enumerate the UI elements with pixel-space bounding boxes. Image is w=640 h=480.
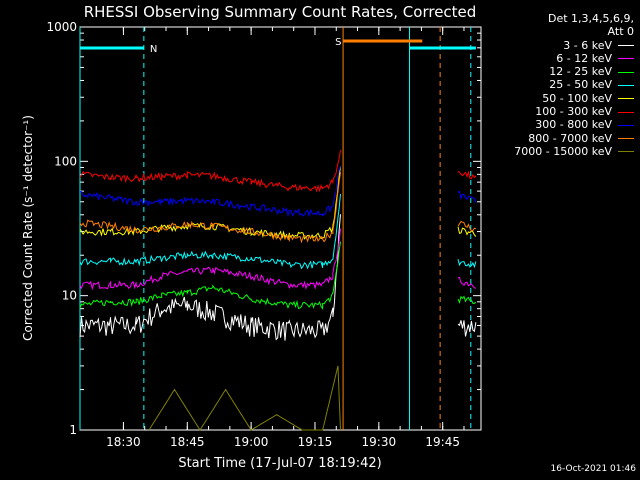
- plot-frame: [79, 26, 482, 431]
- legend-entry-swatch: [618, 151, 634, 153]
- legend-entry: 100 - 300 keV: [464, 105, 634, 118]
- x-tick-label: 18:45: [170, 435, 205, 449]
- legend-entry-swatch: [618, 124, 634, 126]
- legend-entry-swatch: [618, 138, 634, 140]
- legend-entry: 25 - 50 keV: [464, 78, 634, 91]
- x-tick-label: 19:15: [298, 435, 333, 449]
- y-tick-label: 1000: [46, 20, 77, 34]
- legend-rows: 3 - 6 keV 6 - 12 keV 12 - 25 keV 25 - 50 ke…: [464, 39, 634, 159]
- legend-entry: 300 - 800 keV: [464, 118, 634, 131]
- y-axis-label: Corrected Count Rate (s⁻¹ detector⁻¹): [21, 115, 35, 341]
- legend-entry: 7000 - 15000 keV: [464, 145, 634, 158]
- series-line: [79, 165, 341, 218]
- y-tick-label: 1: [69, 423, 77, 437]
- series-line: [79, 172, 341, 244]
- x-tick-label: 18:30: [106, 435, 141, 449]
- y-tick-label: 10: [62, 289, 77, 303]
- legend-entry-label: 25 - 50 keV: [549, 78, 612, 92]
- series-line: [457, 170, 477, 180]
- marker-label: S: [335, 37, 341, 48]
- legend-entry-swatch: [618, 98, 634, 100]
- legend-header-line-1: Det 1,3,4,5,6,9,: [547, 12, 634, 25]
- legend-entry-label: 50 - 100 keV: [542, 91, 612, 105]
- series-line: [457, 226, 477, 237]
- series-line: [79, 241, 341, 310]
- legend-entry-label: 6 - 12 keV: [556, 51, 612, 65]
- legend-entry-swatch: [618, 111, 634, 113]
- legend-entry: 50 - 100 keV: [464, 92, 634, 105]
- series-line: [457, 295, 477, 304]
- series-line: [79, 228, 341, 291]
- series-line: [457, 277, 477, 289]
- y-tick-label: 100: [54, 154, 77, 168]
- series-line: [79, 149, 341, 193]
- plot-area: 1 10 100 1000 18:30 18:45 19:00 19:15 19:30 19:45…: [46, 20, 482, 449]
- legend-header-line-2: Att 0: [607, 25, 634, 39]
- legend-entry-swatch: [618, 45, 634, 47]
- legend-entry: 800 - 7000 keV: [464, 132, 634, 145]
- legend-entry-swatch: [618, 84, 634, 86]
- legend-entry-label: 12 - 25 keV: [549, 65, 612, 79]
- legend-entry-label: 100 - 300 keV: [535, 105, 612, 119]
- legend-entry-swatch: [618, 58, 634, 60]
- legend-entry-label: 800 - 7000 keV: [528, 131, 612, 145]
- legend-entry-swatch: [618, 71, 634, 73]
- legend-entry: 12 - 25 keV: [464, 65, 634, 78]
- chart-title: RHESSI Observing Summary Count Rates, Co…: [84, 3, 477, 21]
- legend-entry: 3 - 6 keV: [464, 39, 634, 52]
- legend-entry: 6 - 12 keV: [464, 52, 634, 65]
- series-line: [457, 259, 477, 269]
- legend-entry-label: 3 - 6 keV: [563, 38, 612, 52]
- legend: Det 1,3,4,5,6,9, Att 0 3 - 6 keV 6 - 12 k…: [464, 12, 634, 158]
- x-tick-label: 19:45: [425, 435, 460, 449]
- footer-timestamp: 16-Oct-2021 01:46: [550, 464, 636, 474]
- x-axis-label: Start Time (17-Jul-07 18:19:42): [178, 456, 381, 471]
- series-line: [79, 214, 341, 341]
- series-line: [79, 166, 341, 241]
- legend-entry-label: 300 - 800 keV: [535, 118, 612, 132]
- legend-entry-label: 7000 - 15000 keV: [514, 144, 612, 158]
- series-line: [148, 365, 341, 431]
- x-tick-label: 19:00: [234, 435, 269, 449]
- marker-label: N: [150, 44, 157, 55]
- series-line: [457, 220, 477, 232]
- x-tick-label: 19:30: [362, 435, 397, 449]
- series-line: [457, 320, 477, 337]
- series-line: [457, 191, 477, 204]
- series-line: [79, 194, 341, 270]
